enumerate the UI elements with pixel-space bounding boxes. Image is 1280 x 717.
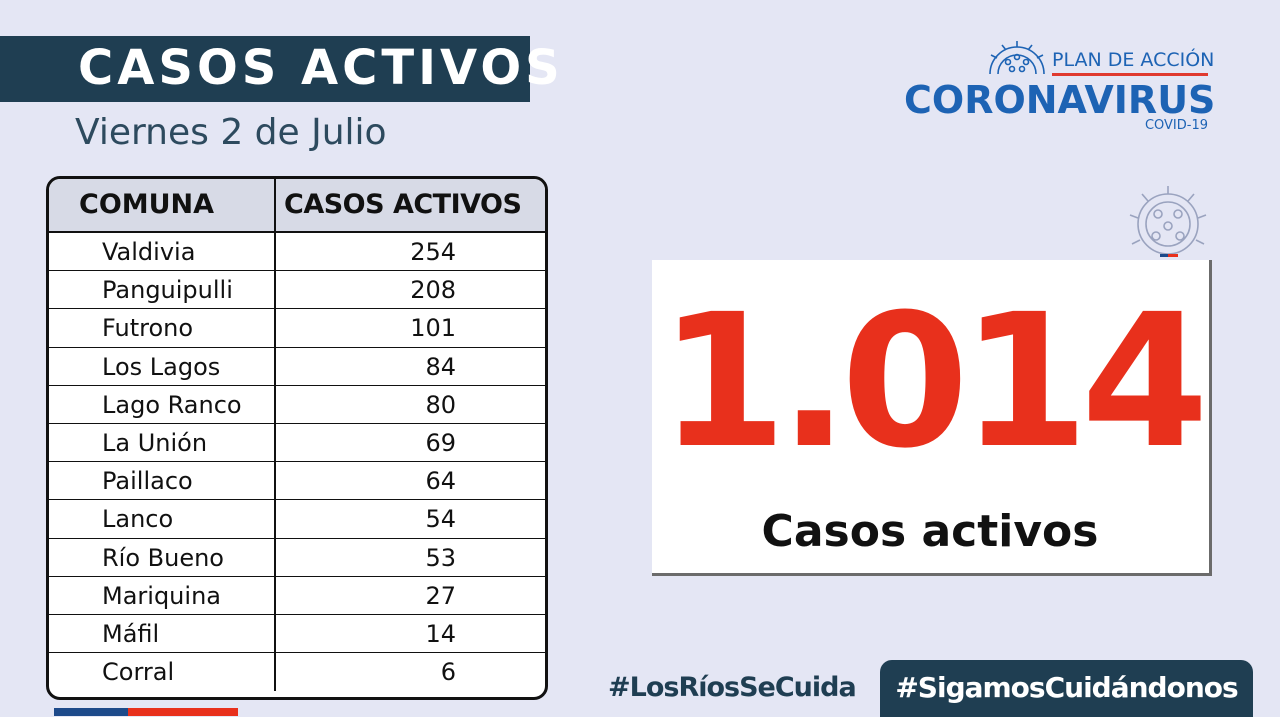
hashtag-sigamos: #SigamosCuidándonos bbox=[895, 671, 1238, 704]
cell-casos: 64 bbox=[425, 467, 456, 496]
cell-comuna: Río Bueno bbox=[49, 538, 276, 576]
logo-wordmark: CORONAVIRUS bbox=[904, 78, 1216, 122]
table-row: Paillaco 64 bbox=[49, 462, 545, 501]
cell-comuna: Los Lagos bbox=[49, 347, 276, 385]
cell-comuna: La Unión bbox=[49, 423, 276, 462]
cell-comuna: Corral bbox=[49, 653, 276, 692]
cell-casos: 208 bbox=[410, 276, 456, 305]
page-date: Viernes 2 de Julio bbox=[75, 112, 387, 153]
cell-comuna: Mariquina bbox=[49, 576, 276, 614]
cell-comuna: Futrono bbox=[49, 309, 276, 347]
title-bar bbox=[0, 36, 530, 102]
cell-casos: 80 bbox=[425, 390, 456, 419]
cell-comuna: Lanco bbox=[49, 500, 276, 538]
cell-casos: 53 bbox=[425, 543, 456, 572]
table-row: Mariquina 27 bbox=[49, 576, 545, 615]
coronavirus-logo: PLAN DE ACCIÓN CORONAVIRUS COVID-19 bbox=[900, 38, 1220, 138]
total-active-cases: 1.014 bbox=[658, 275, 1209, 489]
virus-logo-icon bbox=[989, 41, 1045, 74]
table-row: Panguipulli 208 bbox=[49, 271, 545, 310]
cell-comuna: Máfil bbox=[49, 614, 276, 653]
cell-comuna: Paillaco bbox=[49, 462, 276, 500]
cell-casos: 254 bbox=[410, 238, 456, 266]
cell-comuna: Valdivia bbox=[49, 233, 276, 271]
logo-covid-label: COVID-19 bbox=[1144, 118, 1208, 133]
page-title: CASOS ACTIVOS bbox=[78, 40, 564, 96]
table-row: Corral 6 bbox=[49, 653, 545, 692]
logo-plan-text: PLAN DE ACCIÓN bbox=[1052, 49, 1215, 71]
cell-casos: 69 bbox=[425, 428, 456, 457]
table-row: Los Lagos 84 bbox=[49, 347, 545, 386]
logo-underline bbox=[1052, 73, 1208, 76]
cell-casos: 27 bbox=[425, 581, 456, 610]
total-active-cases-label: Casos activos bbox=[761, 506, 1099, 557]
table-row: Río Bueno 53 bbox=[49, 538, 545, 577]
cell-casos: 101 bbox=[410, 314, 456, 343]
table-row: Lago Ranco 80 bbox=[49, 385, 545, 424]
cell-comuna: Lago Ranco bbox=[49, 385, 276, 423]
bottom-accent-blue bbox=[54, 708, 128, 716]
virus-decoration-icon bbox=[1129, 186, 1207, 257]
summary-card: 1.014 Casos activos bbox=[652, 260, 1212, 576]
table-body: Valdivia 254 Panguipulli 208 Futrono 101 Los L… bbox=[49, 233, 545, 692]
cell-casos: 6 bbox=[440, 658, 456, 687]
cell-casos: 54 bbox=[425, 505, 456, 534]
table-row: Futrono 101 bbox=[49, 309, 545, 348]
table-row: La Unión 69 bbox=[49, 423, 545, 463]
column-header-casos: CASOS ACTIVOS bbox=[284, 189, 522, 220]
table-header: COMUNA CASOS ACTIVOS bbox=[49, 179, 545, 233]
bottom-accent-red bbox=[128, 708, 238, 716]
column-header-comuna: COMUNA bbox=[49, 179, 276, 231]
hashtag-badge: #SigamosCuidándonos bbox=[880, 660, 1253, 717]
hashtag-los-rios: #LosRíosSeCuida bbox=[608, 672, 857, 703]
table-row: Valdivia 254 bbox=[49, 233, 545, 272]
cell-casos: 84 bbox=[425, 352, 456, 381]
cell-casos: 14 bbox=[425, 619, 456, 648]
table-row: Máfil 14 bbox=[49, 614, 545, 654]
table-row: Lanco 54 bbox=[49, 500, 545, 539]
cases-table: COMUNA CASOS ACTIVOS Valdivia 254 Panguipu… bbox=[46, 176, 548, 700]
cell-comuna: Panguipulli bbox=[49, 271, 276, 309]
